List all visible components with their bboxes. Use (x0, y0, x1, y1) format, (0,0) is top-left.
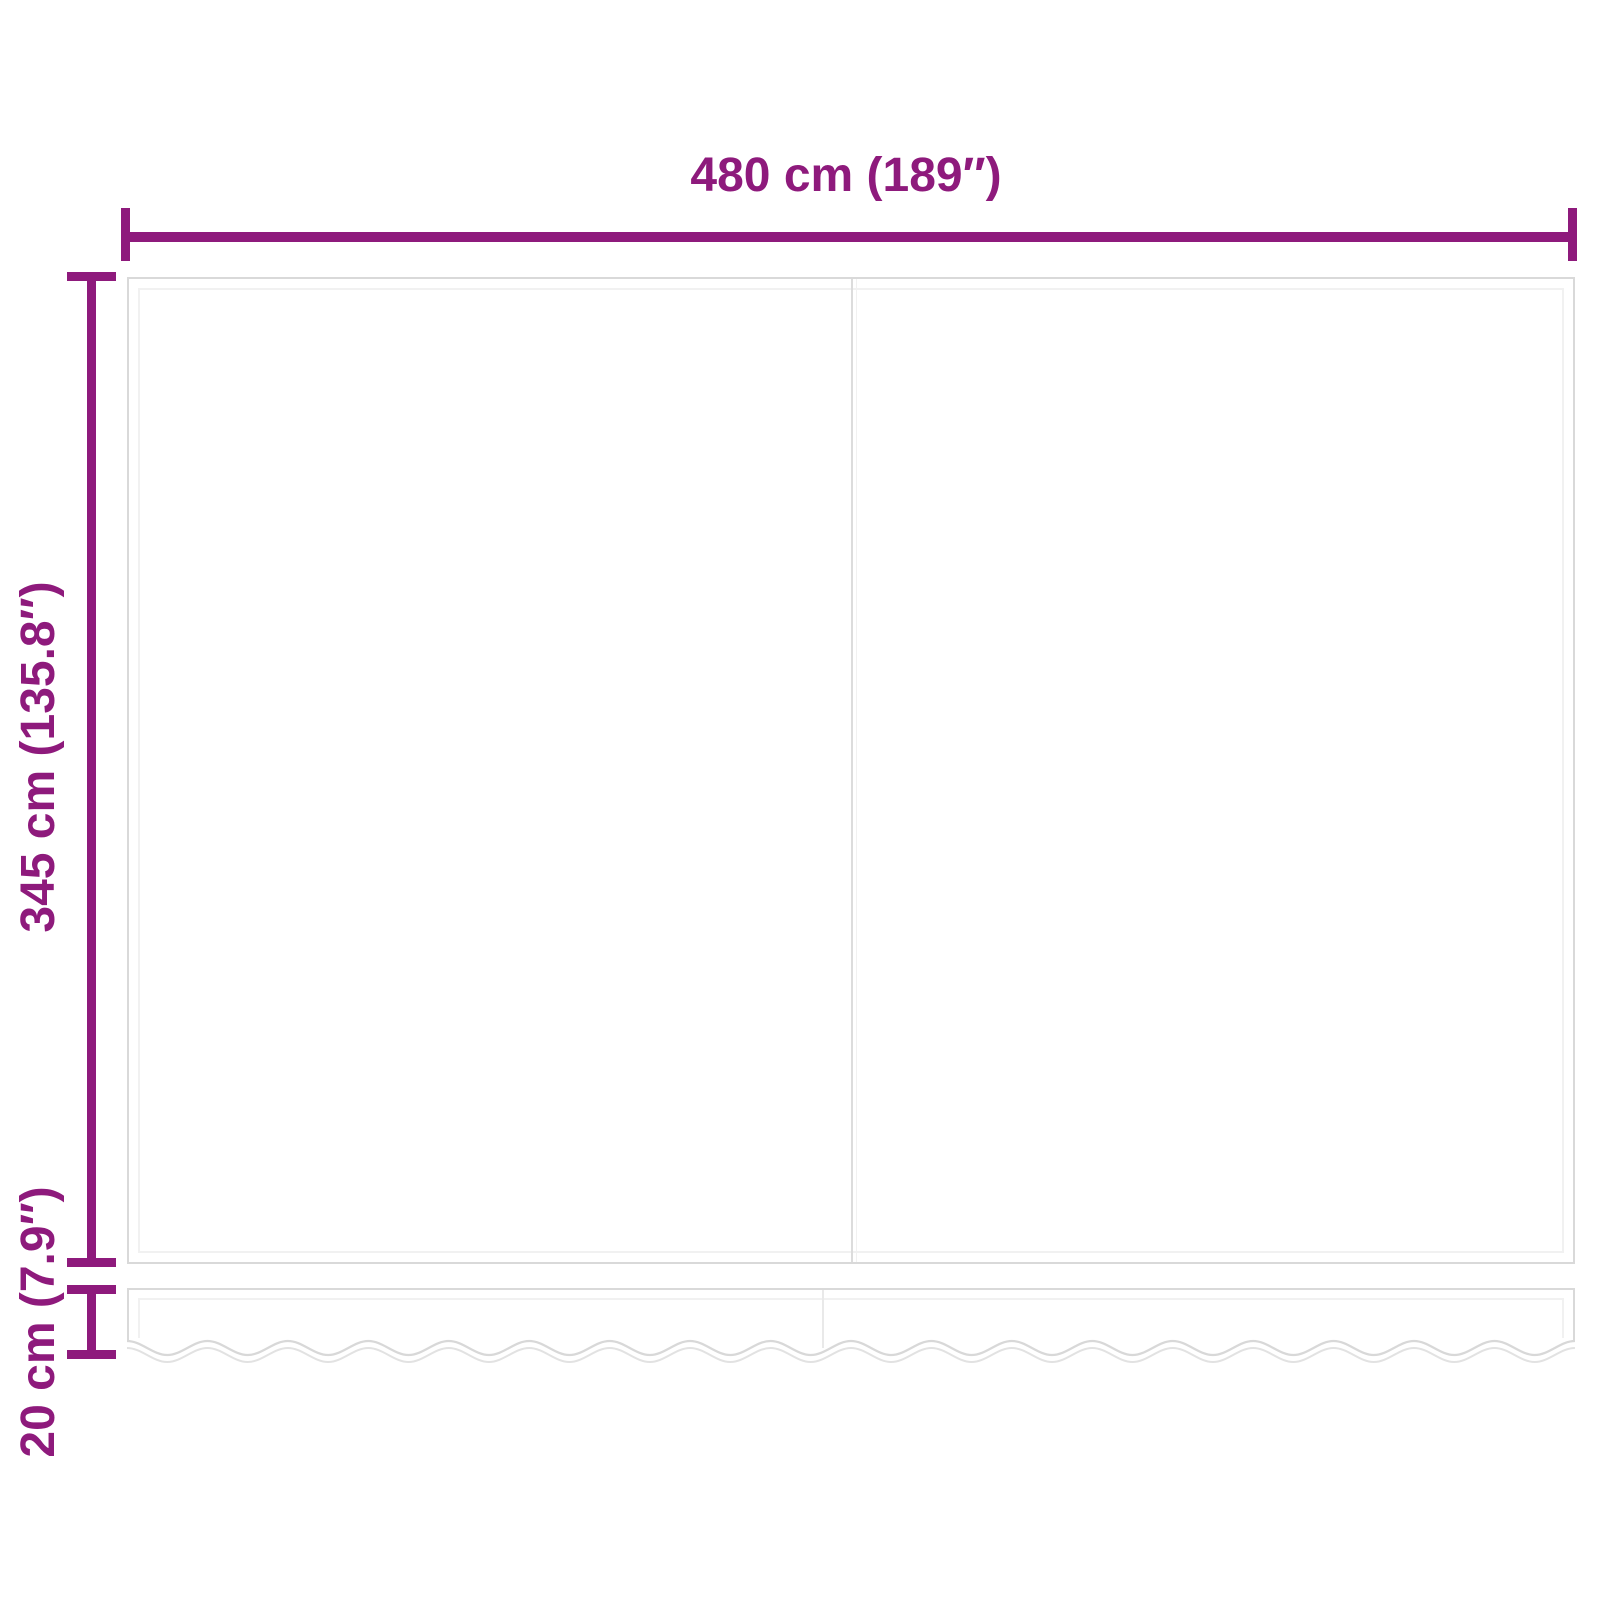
height-dimension-label: 345 cm (135.8″) (12, 581, 65, 933)
height-dimension-tick-bottom (67, 1258, 116, 1267)
valance-scallop-line-lower (127, 1346, 1575, 1364)
fabric-center-seam (851, 279, 853, 1262)
fabric-center-seam-highlight (856, 279, 857, 1262)
valance-right-edge (1573, 1288, 1575, 1342)
valance-inner-stitch-top (138, 1298, 1564, 1300)
valance-dimension-tick-top (67, 1285, 116, 1294)
valance-scallop-line-upper (127, 1339, 1575, 1357)
width-dimension-label: 480 cm (189″) (690, 149, 1002, 202)
valance-dimension-tick-bottom (67, 1350, 116, 1359)
width-dimension-tick-right (1568, 208, 1577, 261)
valance-top-edge (127, 1288, 1575, 1290)
width-dimension-tick-left (121, 208, 130, 261)
valance-scallop-edge (127, 1339, 1575, 1364)
height-dimension-line (87, 277, 96, 1263)
valance-center-seam (822, 1290, 824, 1348)
height-dimension-tick-top (67, 272, 116, 281)
width-dimension-line (125, 232, 1573, 242)
valance-left-edge (127, 1288, 129, 1342)
valance-inner-stitch-right (1562, 1298, 1564, 1338)
valance-dimension-line (87, 1290, 96, 1355)
valance-inner-stitch-left (138, 1298, 140, 1338)
valance-dimension-label: 20 cm (7.9″) (12, 1186, 65, 1458)
